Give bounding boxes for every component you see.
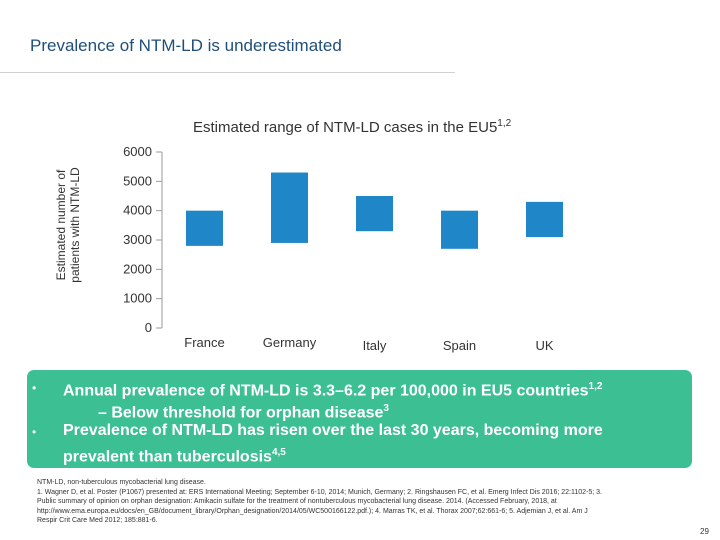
reference-line-1: NTM-LD, non-tuberculous mycobacterial lu… — [37, 479, 206, 486]
summary-bullet-2-sup: 4,5 — [271, 447, 286, 458]
category-label: Spain — [443, 338, 476, 353]
range-bar — [526, 201, 563, 238]
y-tick-label: 6000 — [123, 144, 152, 159]
y-tick-label: 2000 — [123, 261, 152, 276]
reference-line-3: Public summary of opinion on orphan desi… — [37, 498, 557, 505]
y-tick-label: 4000 — [123, 203, 152, 218]
summary-box: • Annual prevalence of NTM-LD is 3.3–6.2… — [27, 370, 692, 468]
summary-bullet-1-text: Annual prevalence of NTM-LD is 3.3–6.2 p… — [63, 382, 589, 400]
summary-bullet-2-line2: prevalent than tuberculosis4,5 — [63, 443, 286, 467]
reference-line-2: 1. Wagner D, et al. Poster (P1067) prese… — [37, 488, 602, 496]
bullet-marker-1: • — [32, 381, 37, 395]
references: NTM-LD, non-tuberculous mycobacterial lu… — [37, 478, 697, 526]
category-label: France — [184, 335, 224, 350]
chart-title-text: Estimated range of NTM-LD cases in the E… — [193, 119, 498, 136]
range-bar — [186, 210, 223, 246]
summary-bullet-2-text: prevalent than tuberculosis — [63, 448, 272, 466]
category-label: UK — [535, 338, 553, 353]
page-number: 29 — [700, 527, 709, 536]
summary-subbullet-1: – Below threshold for orphan disease3 — [98, 399, 389, 423]
reference-line-4: http://www.ema.europa.eu/docs/en_GB/docu… — [37, 507, 588, 515]
summary-subbullet-1-text: – Below threshold for orphan disease — [98, 404, 384, 422]
summary-bullet-2-line1: Prevalence of NTM-LD has risen over the … — [63, 422, 603, 439]
y-tick-label: 0 — [145, 320, 152, 335]
slide-title: Prevalence of NTM-LD is underestimated — [30, 36, 342, 55]
summary-subbullet-1-sup: 3 — [383, 403, 389, 414]
y-tick-label: 1000 — [123, 291, 152, 306]
bullet-marker-2: • — [32, 425, 37, 439]
chart-title-superscript: 1,2 — [497, 118, 512, 129]
category-label: Germany — [263, 335, 317, 350]
summary-bullet-1-sup: 1,2 — [588, 381, 603, 392]
range-bar — [356, 196, 393, 232]
y-tick-label: 5000 — [123, 173, 152, 188]
range-bar — [441, 210, 478, 249]
summary-bullet-1: Annual prevalence of NTM-LD is 3.3–6.2 p… — [63, 377, 602, 401]
range-bar — [271, 172, 308, 243]
reference-line-5: Respir Crit Care Med 2012; 185:881-6. — [37, 517, 158, 524]
y-tick-label: 3000 — [123, 232, 152, 247]
category-label: Italy — [363, 338, 387, 353]
title-divider — [0, 72, 455, 73]
chart-title: Estimated range of NTM-LD cases in the E… — [193, 118, 511, 136]
